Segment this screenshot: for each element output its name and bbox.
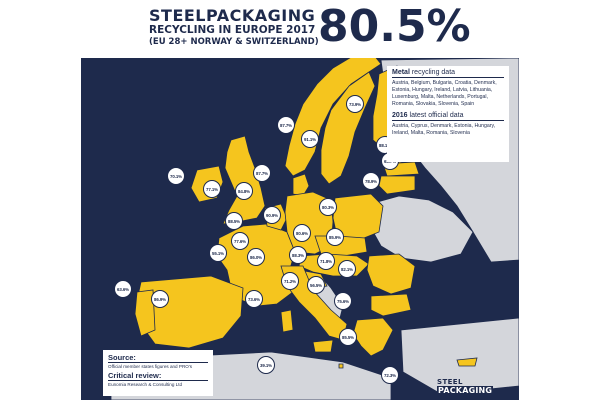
metal-data-countries: Austria, Belgium, Bulgaria, Croatia, Den… xyxy=(392,77,504,108)
rate-badge-ireland: 70.1% xyxy=(167,167,185,185)
logo-line-1: STEEL xyxy=(437,378,463,386)
bulgaria-land xyxy=(370,293,412,317)
rate-badge-switzerland: 86.0% xyxy=(247,248,265,266)
metal-data-heading: Metal recycling data xyxy=(392,69,456,76)
rate-badge-malta: 39.1% xyxy=(257,356,275,374)
review-text: Eunomia Research & Consulting Ltd xyxy=(108,380,208,387)
denmark-land xyxy=(292,173,310,197)
rate-badge-slovenia: 71.2% xyxy=(281,272,299,290)
rate-badge-czechia: 80.6% xyxy=(293,224,311,242)
rate-badge-luxembourg: 77.6% xyxy=(231,232,249,250)
infographic-card: STEELPACKAGING RECYCLING IN EUROPE 2017 … xyxy=(81,0,519,400)
cyprus-land xyxy=(456,357,478,367)
rate-badge-finland: 73.9% xyxy=(346,95,364,113)
rate-badge-croatia: 56.5% xyxy=(307,276,325,294)
logo-line-2: PACKAGING xyxy=(437,386,494,395)
rate-badge-belgium: 88.5% xyxy=(225,212,243,230)
headline-rate: 80.5% xyxy=(318,1,471,52)
romania-land xyxy=(366,253,416,295)
steelpackaging-logo: STEEL PACKAGING xyxy=(437,378,499,396)
malta-land xyxy=(338,363,344,369)
latest-data-countries: Austria, Cyprus, Denmark, Estonia, Hunga… xyxy=(392,120,504,137)
rate-badge-spain: 86.9% xyxy=(151,290,169,308)
latest-data-heading: 2016 latest official data xyxy=(392,112,464,119)
legend-box: Metal recycling data Austria, Belgium, B… xyxy=(387,66,509,162)
rate-badge-lithuania: 78.9% xyxy=(362,172,380,190)
rate-badge-denmark: 87.7% xyxy=(253,164,271,182)
rate-badge-portugal: 63.6% xyxy=(114,280,132,298)
rate-badge-bulgaria: 75.6% xyxy=(334,292,352,310)
portugal-land xyxy=(134,289,156,337)
rate-badge-poland: 80.3% xyxy=(319,198,337,216)
rate-badge-hungary: 71.8% xyxy=(317,252,335,270)
poland-land xyxy=(332,193,384,241)
belarus-ukraine-land xyxy=(362,195,474,263)
rate-badge-greece: 85.5% xyxy=(339,328,357,346)
source-label: Source: xyxy=(108,353,136,362)
source-text: Official member states figures and PRO's xyxy=(108,362,208,369)
rate-badge-romania: 82.1% xyxy=(338,260,356,278)
sicily-land xyxy=(312,339,334,353)
rate-badge-france: 55.1% xyxy=(209,244,227,262)
rate-badge-austria: 88.3% xyxy=(289,246,307,264)
title-scope: (EU 28+ NORWAY & SWITZERLAND) xyxy=(149,37,319,47)
rate-badge-cyprus: 72.3% xyxy=(381,366,399,384)
title-sub: RECYCLING IN EUROPE 2017 xyxy=(149,24,316,36)
rate-badge-slovakia: 85.9% xyxy=(326,228,344,246)
greece-land xyxy=(352,317,394,357)
rate-badge-italy: 73.6% xyxy=(245,290,263,308)
source-box: Source: Official member states figures a… xyxy=(103,350,213,396)
europe-map xyxy=(110,53,519,400)
header-banner: STEELPACKAGING RECYCLING IN EUROPE 2017 … xyxy=(81,0,519,58)
review-label: Critical review: xyxy=(108,371,162,380)
title-main: STEELPACKAGING xyxy=(149,6,316,25)
rate-badge-sweden: 91.1% xyxy=(301,130,319,148)
sardinia-land xyxy=(280,309,294,333)
rate-badge-united-kingdom: 77.1% xyxy=(203,180,221,198)
rate-badge-norway: 87.7% xyxy=(277,116,295,134)
rate-badge-germany: 90.9% xyxy=(263,206,281,224)
rate-badge-netherlands: 84.8% xyxy=(235,182,253,200)
lithuania-land xyxy=(378,175,416,195)
